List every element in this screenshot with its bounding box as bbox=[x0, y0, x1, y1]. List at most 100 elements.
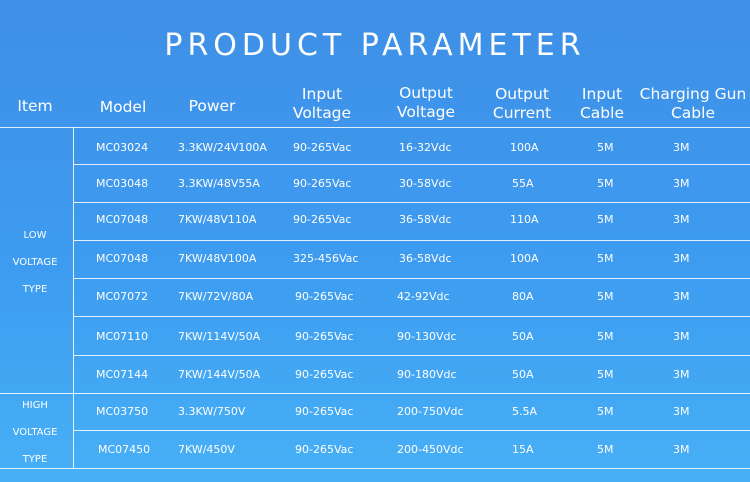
cell-model: MC07450 bbox=[98, 443, 151, 456]
cell-output-voltage: 90-130Vdc bbox=[397, 330, 457, 343]
group-high-line2: VOLTAGE bbox=[12, 427, 58, 438]
cell-input-cable: 5M bbox=[597, 368, 614, 381]
cell-input-voltage: 90-265Vac bbox=[295, 330, 354, 343]
cell-power: 3.3KW/750V bbox=[178, 405, 246, 418]
cell-input-cable: 5M bbox=[597, 405, 614, 418]
header-output-voltage: Output Voltage bbox=[386, 84, 466, 122]
row-divider bbox=[73, 278, 750, 279]
cell-model: MC07048 bbox=[96, 213, 149, 226]
header-output-current-line2: Current bbox=[492, 104, 552, 122]
cell-gun-cable: 3M bbox=[673, 405, 690, 418]
cell-input-voltage: 90-265Vac bbox=[293, 141, 352, 154]
cell-output-voltage: 30-58Vdc bbox=[399, 177, 452, 190]
row-divider bbox=[73, 240, 750, 241]
cell-power: 7KW/114V/50A bbox=[178, 330, 261, 343]
header-output-voltage-line1: Output bbox=[399, 84, 453, 102]
cell-input-voltage: 90-265Vac bbox=[295, 368, 354, 381]
cell-output-voltage: 200-750Vdc bbox=[397, 405, 464, 418]
header-charging-gun-cable-line1: Charging Gun bbox=[639, 85, 747, 103]
cell-output-voltage: 36-58Vdc bbox=[399, 213, 452, 226]
cell-input-voltage: 90-265Vac bbox=[295, 443, 354, 456]
cell-input-voltage: 90-265Vac bbox=[295, 290, 354, 303]
cell-input-voltage: 90-265Vac bbox=[295, 405, 354, 418]
cell-input-voltage: 325-456Vac bbox=[293, 252, 359, 265]
cell-power: 3.3KW/24V100A bbox=[178, 141, 267, 154]
cell-power: 7KW/48V110A bbox=[178, 213, 257, 226]
column-divider bbox=[73, 127, 74, 468]
cell-gun-cable: 3M bbox=[673, 443, 690, 456]
cell-model: MC07048 bbox=[96, 252, 149, 265]
cell-output-current: 55A bbox=[512, 177, 534, 190]
cell-model: MC03750 bbox=[96, 405, 149, 418]
header-input-cable-line1: Input bbox=[581, 85, 623, 103]
cell-output-voltage: 36-58Vdc bbox=[399, 252, 452, 265]
group-label-low-voltage: LOW VOLTAGE TYPE bbox=[0, 222, 70, 303]
row-divider bbox=[73, 430, 750, 431]
cell-power: 7KW/450V bbox=[178, 443, 235, 456]
header-input-cable-line2: Cable bbox=[579, 104, 624, 122]
cell-gun-cable: 3M bbox=[673, 252, 690, 265]
table-bottom-border bbox=[0, 468, 750, 469]
header-model: Model bbox=[99, 98, 147, 116]
cell-model: MC03024 bbox=[96, 141, 149, 154]
header-output-current: Output Current bbox=[482, 85, 562, 123]
cell-output-current: 100A bbox=[510, 252, 539, 265]
group-divider bbox=[0, 393, 750, 394]
cell-output-current: 100A bbox=[510, 141, 539, 154]
cell-output-voltage: 200-450Vdc bbox=[397, 443, 464, 456]
row-divider bbox=[73, 355, 750, 356]
cell-input-cable: 5M bbox=[597, 141, 614, 154]
cell-output-voltage: 42-92Vdc bbox=[397, 290, 450, 303]
cell-gun-cable: 3M bbox=[673, 330, 690, 343]
cell-model: MC03048 bbox=[96, 177, 149, 190]
cell-model: MC07144 bbox=[96, 368, 149, 381]
row-divider bbox=[73, 202, 750, 203]
cell-input-cable: 5M bbox=[597, 213, 614, 226]
cell-input-voltage: 90-265Vac bbox=[293, 213, 352, 226]
cell-input-cable: 5M bbox=[597, 443, 614, 456]
cell-gun-cable: 3M bbox=[673, 177, 690, 190]
header-input-voltage: Input Voltage bbox=[282, 85, 362, 123]
group-low-line1: LOW bbox=[23, 230, 47, 241]
header-output-current-line1: Output bbox=[495, 85, 549, 103]
cell-power: 3.3KW/48V55A bbox=[178, 177, 260, 190]
row-divider bbox=[73, 316, 750, 317]
header-input-voltage-line2: Voltage bbox=[292, 104, 352, 122]
cell-gun-cable: 3M bbox=[673, 213, 690, 226]
cell-output-current: 15A bbox=[512, 443, 534, 456]
group-low-line2: VOLTAGE bbox=[12, 257, 58, 268]
cell-output-voltage: 90-180Vdc bbox=[397, 368, 457, 381]
cell-output-voltage: 16-32Vdc bbox=[399, 141, 452, 154]
header-item: Item bbox=[17, 97, 53, 115]
header-charging-gun-cable: Charging Gun Cable bbox=[636, 85, 750, 123]
cell-gun-cable: 3M bbox=[673, 290, 690, 303]
table-top-border bbox=[0, 127, 750, 128]
cell-input-cable: 5M bbox=[597, 290, 614, 303]
cell-model: MC07072 bbox=[96, 290, 149, 303]
header-output-voltage-line2: Voltage bbox=[396, 103, 456, 121]
header-charging-gun-cable-line2: Cable bbox=[670, 104, 715, 122]
cell-gun-cable: 3M bbox=[673, 368, 690, 381]
header-power: Power bbox=[188, 97, 236, 115]
row-divider bbox=[73, 164, 750, 165]
cell-output-current: 110A bbox=[510, 213, 539, 226]
cell-power: 7KW/144V/50A bbox=[178, 368, 261, 381]
header-input-voltage-line1: Input bbox=[301, 85, 343, 103]
group-label-high-voltage: HIGH VOLTAGE TYPE bbox=[0, 392, 70, 473]
cell-output-current: 80A bbox=[512, 290, 534, 303]
header-input-cable: Input Cable bbox=[568, 85, 636, 123]
cell-power: 7KW/48V100A bbox=[178, 252, 257, 265]
cell-input-voltage: 90-265Vac bbox=[293, 177, 352, 190]
cell-output-current: 50A bbox=[512, 368, 534, 381]
cell-output-current: 5.5A bbox=[512, 405, 538, 418]
cell-power: 7KW/72V/80A bbox=[178, 290, 254, 303]
group-high-line3: TYPE bbox=[22, 454, 48, 465]
cell-input-cable: 5M bbox=[597, 252, 614, 265]
cell-model: MC07110 bbox=[96, 330, 149, 343]
group-high-line1: HIGH bbox=[22, 400, 48, 411]
cell-gun-cable: 3M bbox=[673, 141, 690, 154]
cell-input-cable: 5M bbox=[597, 330, 614, 343]
page-title: PRODUCT PARAMETER bbox=[164, 28, 586, 63]
cell-input-cable: 5M bbox=[597, 177, 614, 190]
cell-output-current: 50A bbox=[512, 330, 534, 343]
